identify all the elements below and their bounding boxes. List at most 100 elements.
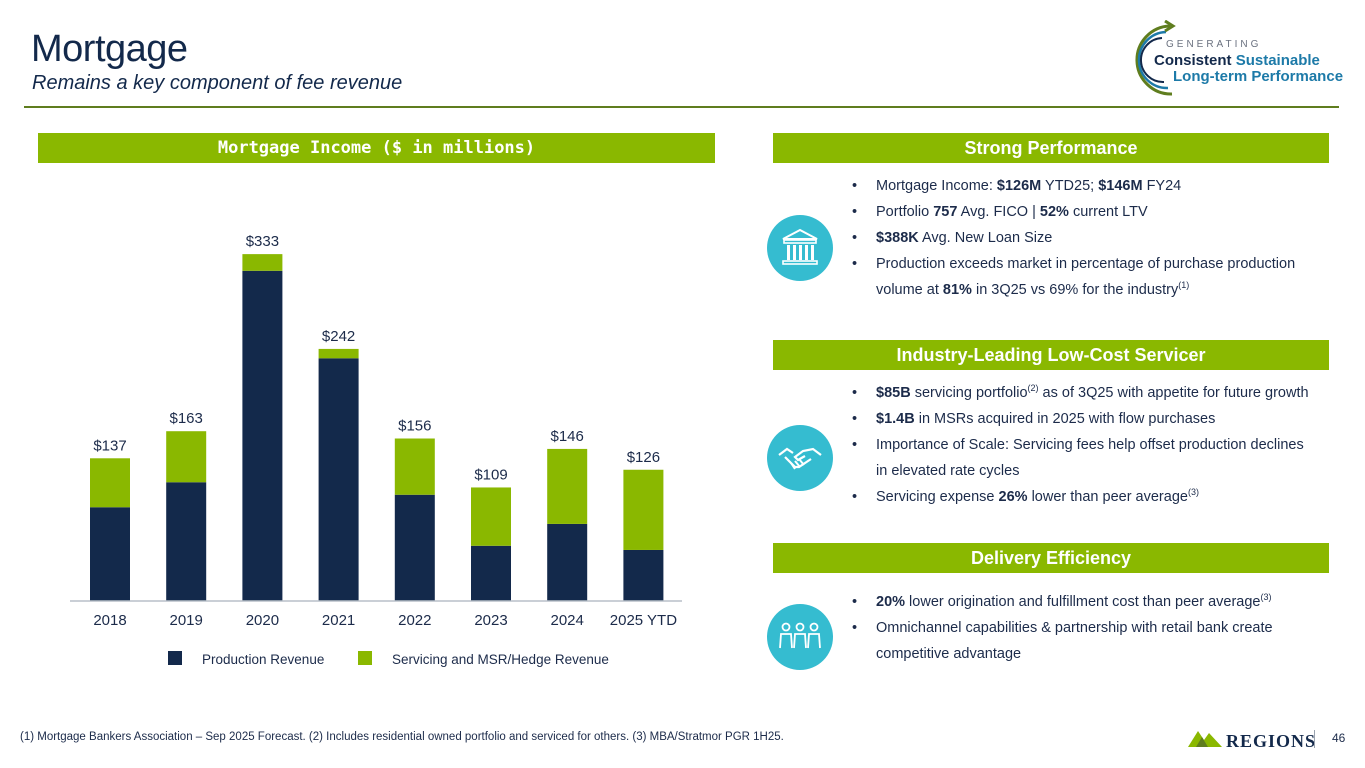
bullet-text: servicing portfolio	[910, 385, 1028, 401]
bullet-item: $388K Avg. New Loan Size	[848, 225, 1318, 251]
delivery-efficiency-list: 20% lower origination and fulfillment co…	[848, 589, 1318, 667]
total-label: $126	[627, 449, 660, 466]
category-label: 2021	[322, 612, 355, 629]
page-subtitle: Remains a key component of fee revenue	[32, 72, 403, 94]
brand-name: REGIONS	[1226, 731, 1317, 751]
bar-servicing	[90, 458, 130, 508]
low-cost-servicer-list: $85B servicing portfolio(2) as of 3Q25 w…	[848, 380, 1318, 510]
highlight-value: $85B	[876, 385, 911, 401]
category-label: 2020	[246, 612, 279, 629]
bullet-text: current LTV	[1068, 204, 1148, 220]
mortgage-income-chart: $137 2018 $163 2019 $333 2020 $242 2021 $156 2022…	[70, 233, 682, 667]
category-label: 2019	[170, 612, 203, 629]
bullet-text: Production exceeds market in percentage …	[876, 256, 1296, 298]
handshake-icon	[767, 425, 833, 491]
bullet-text: lower origination and fulfillment cost t…	[905, 594, 1261, 610]
bullet-item: $1.4B in MSRs acquired in 2025 with flow…	[848, 406, 1318, 432]
tagline-arc-icon	[1135, 19, 1176, 96]
bar-servicing	[547, 448, 588, 524]
logo-sustainable: Sustainable	[1235, 52, 1320, 69]
bar-production	[90, 507, 130, 601]
legend-label: Production Revenue	[202, 652, 324, 667]
bullet-item: Importance of Scale: Servicing fees help…	[848, 432, 1318, 484]
bar-servicing	[471, 487, 511, 546]
bullet-text: Portfolio	[876, 204, 934, 220]
logo-line-1: Consistent Sustainable	[1154, 52, 1320, 69]
bullet-text: Servicing expense	[876, 489, 999, 505]
highlight-value: 20%	[876, 594, 906, 610]
people-icon	[767, 604, 833, 670]
chart-header: Mortgage Income ($ in millions)	[38, 133, 715, 163]
bar-servicing	[166, 431, 207, 483]
highlight-value: $146M	[1098, 178, 1143, 194]
section-header-strong-performance: Strong Performance	[773, 133, 1329, 163]
bullet-text: in 3Q25 vs 69% for the industry	[971, 282, 1179, 298]
bullet-item: Portfolio 757 Avg. FICO | 52% current LT…	[848, 199, 1318, 225]
regions-triangle-icon	[1188, 731, 1222, 747]
category-label: 2024	[551, 612, 584, 629]
category-label: 2023	[474, 612, 507, 629]
bullet-text: in MSRs acquired in 2025 with flow purch…	[914, 411, 1216, 427]
bullet-text: Avg. New Loan Size	[918, 230, 1053, 246]
total-label: $333	[246, 233, 279, 250]
legend-swatch	[358, 651, 372, 665]
total-label: $156	[398, 418, 431, 435]
bullet-text: FY24	[1142, 178, 1182, 194]
logo-consistent: Consistent	[1154, 52, 1232, 69]
bullet-item: $85B servicing portfolio(2) as of 3Q25 w…	[848, 380, 1318, 406]
bar-production	[471, 545, 511, 601]
tagline-logo: GENERATING Consistent Sustainable Long-t…	[1132, 19, 1347, 100]
logo-generating: GENERATING	[1166, 39, 1262, 50]
bullet-item: Servicing expense 26% lower than peer av…	[848, 484, 1318, 510]
highlight-value: 757	[933, 204, 958, 220]
bank-icon	[767, 215, 833, 281]
category-label: 2022	[398, 612, 431, 629]
highlight-value: $388K	[876, 230, 919, 246]
bullet-text: YTD25;	[1041, 178, 1099, 194]
footnote-ref: (2)	[1027, 383, 1039, 394]
total-label: $242	[322, 328, 355, 345]
total-label: $146	[551, 428, 584, 445]
bullet-text: lower than peer average	[1027, 489, 1188, 505]
category-label: 2025 YTD	[610, 612, 677, 629]
bullet-text: as of 3Q25 with appetite for future grow…	[1038, 385, 1309, 401]
bar-production	[394, 494, 435, 601]
legend-swatch	[168, 651, 182, 665]
strong-performance-list: Mortgage Income: $126M YTD25; $146M FY24…	[848, 173, 1318, 303]
bullet-text: Avg. FICO |	[957, 204, 1040, 220]
bar-production	[318, 358, 359, 601]
bullet-text: Importance of Scale: Servicing fees help…	[876, 437, 1304, 479]
bar-servicing	[394, 438, 435, 495]
highlight-value: $126M	[996, 178, 1042, 194]
bullet-item: 20% lower origination and fulfillment co…	[848, 589, 1318, 615]
highlight-value: $1.4B	[876, 411, 915, 427]
footnote-ref: (3)	[1187, 487, 1199, 498]
section-header-delivery-efficiency: Delivery Efficiency	[773, 543, 1329, 573]
footer-separator	[1314, 730, 1315, 748]
footnote-ref: (1)	[1178, 280, 1190, 291]
bullet-item: Mortgage Income: $126M YTD25; $146M FY24	[848, 173, 1318, 199]
bar-servicing	[318, 348, 359, 359]
bar-servicing	[623, 469, 664, 550]
page-title: Mortgage	[31, 28, 188, 70]
bullet-text: Omnichannel capabilities & partnership w…	[876, 620, 1273, 662]
bullet-item: Omnichannel capabilities & partnership w…	[848, 615, 1318, 667]
footnote: (1) Mortgage Bankers Association – Sep 2…	[20, 731, 784, 743]
bar-production	[166, 482, 207, 601]
bar-production	[623, 549, 664, 601]
bar-production	[242, 270, 283, 601]
total-label: $163	[170, 410, 203, 427]
section-header-low-cost-servicer: Industry-Leading Low-Cost Servicer	[773, 340, 1329, 370]
highlight-value: 81%	[942, 282, 972, 298]
page-number: 46	[1332, 731, 1346, 745]
bullet-text: Mortgage Income:	[876, 178, 997, 194]
total-label: $109	[474, 466, 507, 483]
total-label: $137	[93, 437, 126, 454]
logo-line-2: Long-term Performance	[1173, 68, 1344, 85]
bar-servicing	[242, 254, 283, 271]
footnote-ref: (3)	[1260, 592, 1272, 603]
highlight-value: 52%	[1039, 204, 1069, 220]
bar-production	[547, 523, 588, 601]
category-label: 2018	[93, 612, 126, 629]
brand-logo: REGIONS	[1188, 727, 1315, 751]
